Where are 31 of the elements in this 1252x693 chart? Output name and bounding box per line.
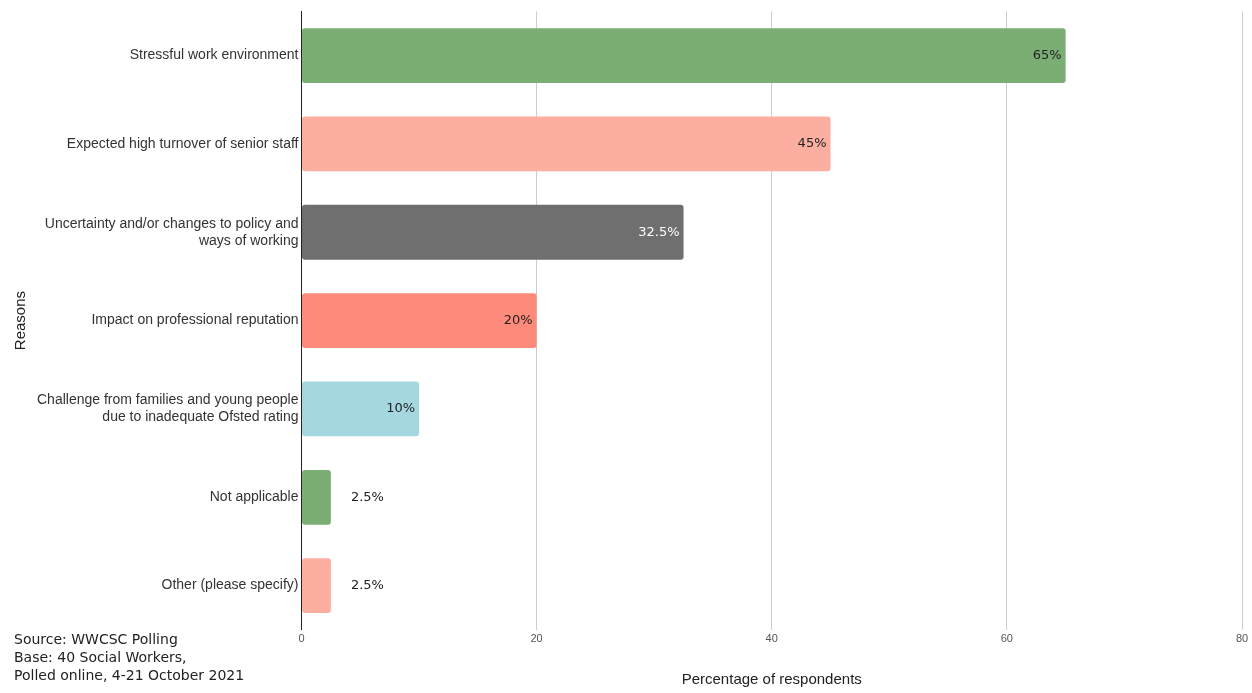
bar <box>302 204 684 260</box>
bar <box>302 469 331 525</box>
x-tick-label: 60 <box>1000 632 1013 645</box>
x-axis-title: Percentage of respondents <box>681 670 862 688</box>
bar <box>302 28 1066 83</box>
bar <box>302 293 537 348</box>
x-tick-label: 80 <box>1235 632 1249 645</box>
y-tick-label: Not applicable <box>209 488 299 505</box>
y-tick-label: Expected high turnover of senior staff <box>66 134 299 151</box>
x-tick-label: 0 <box>298 632 305 645</box>
data-label: 32.5% <box>638 223 680 239</box>
y-axis-title: Reasons <box>11 291 29 351</box>
data-label: 20% <box>503 311 533 327</box>
y-tick-label: Stressful work environment <box>129 46 299 63</box>
data-label: 10% <box>386 400 416 416</box>
y-tick-label: Uncertainty and/or changes to policy and ways of working <box>44 214 299 248</box>
bar <box>302 558 331 614</box>
source-note: Source: WWCSC Polling <box>14 630 179 648</box>
x-tick-label: 40 <box>765 632 778 645</box>
bar <box>302 116 831 172</box>
y-tick-label: Other (please specify) <box>161 576 299 593</box>
data-label: 2.5% <box>350 577 384 592</box>
y-tick-label: Impact on professional reputation <box>91 311 299 328</box>
x-tick-label: 20 <box>530 632 543 645</box>
data-label: 2.5% <box>350 488 384 504</box>
text: Base: 40 Social Workers, <box>14 648 188 666</box>
text: Polled online, 4-21 October 2021 <box>14 666 245 684</box>
bar <box>302 381 420 437</box>
data-label: 45% <box>797 135 827 151</box>
data-label: 65% <box>1032 46 1062 62</box>
y-tick-label: Challenge from families and young people due to inadequate Ofsted rating <box>37 391 299 425</box>
